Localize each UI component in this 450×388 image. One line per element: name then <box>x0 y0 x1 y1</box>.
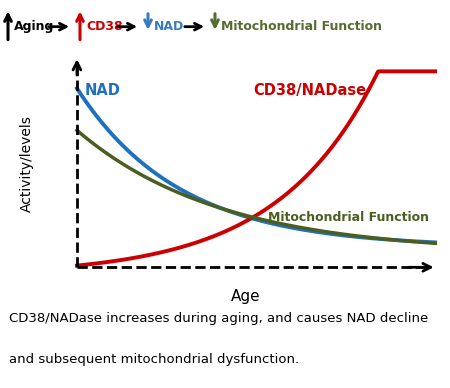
Text: CD38/NADase increases during aging, and causes NAD decline: CD38/NADase increases during aging, and … <box>9 312 428 326</box>
Text: Mitochondrial Function: Mitochondrial Function <box>221 20 382 33</box>
Text: NAD: NAD <box>85 83 121 98</box>
Text: Aging: Aging <box>14 20 54 33</box>
Text: NAD: NAD <box>154 20 184 33</box>
Text: CD38: CD38 <box>86 20 122 33</box>
Text: Age: Age <box>230 289 260 304</box>
Text: CD38/NADase: CD38/NADase <box>253 83 366 98</box>
Text: and subsequent mitochondrial dysfunction.: and subsequent mitochondrial dysfunction… <box>9 353 299 366</box>
Text: Mitochondrial Function: Mitochondrial Function <box>268 211 429 224</box>
Text: Activity/levels: Activity/levels <box>20 116 34 212</box>
